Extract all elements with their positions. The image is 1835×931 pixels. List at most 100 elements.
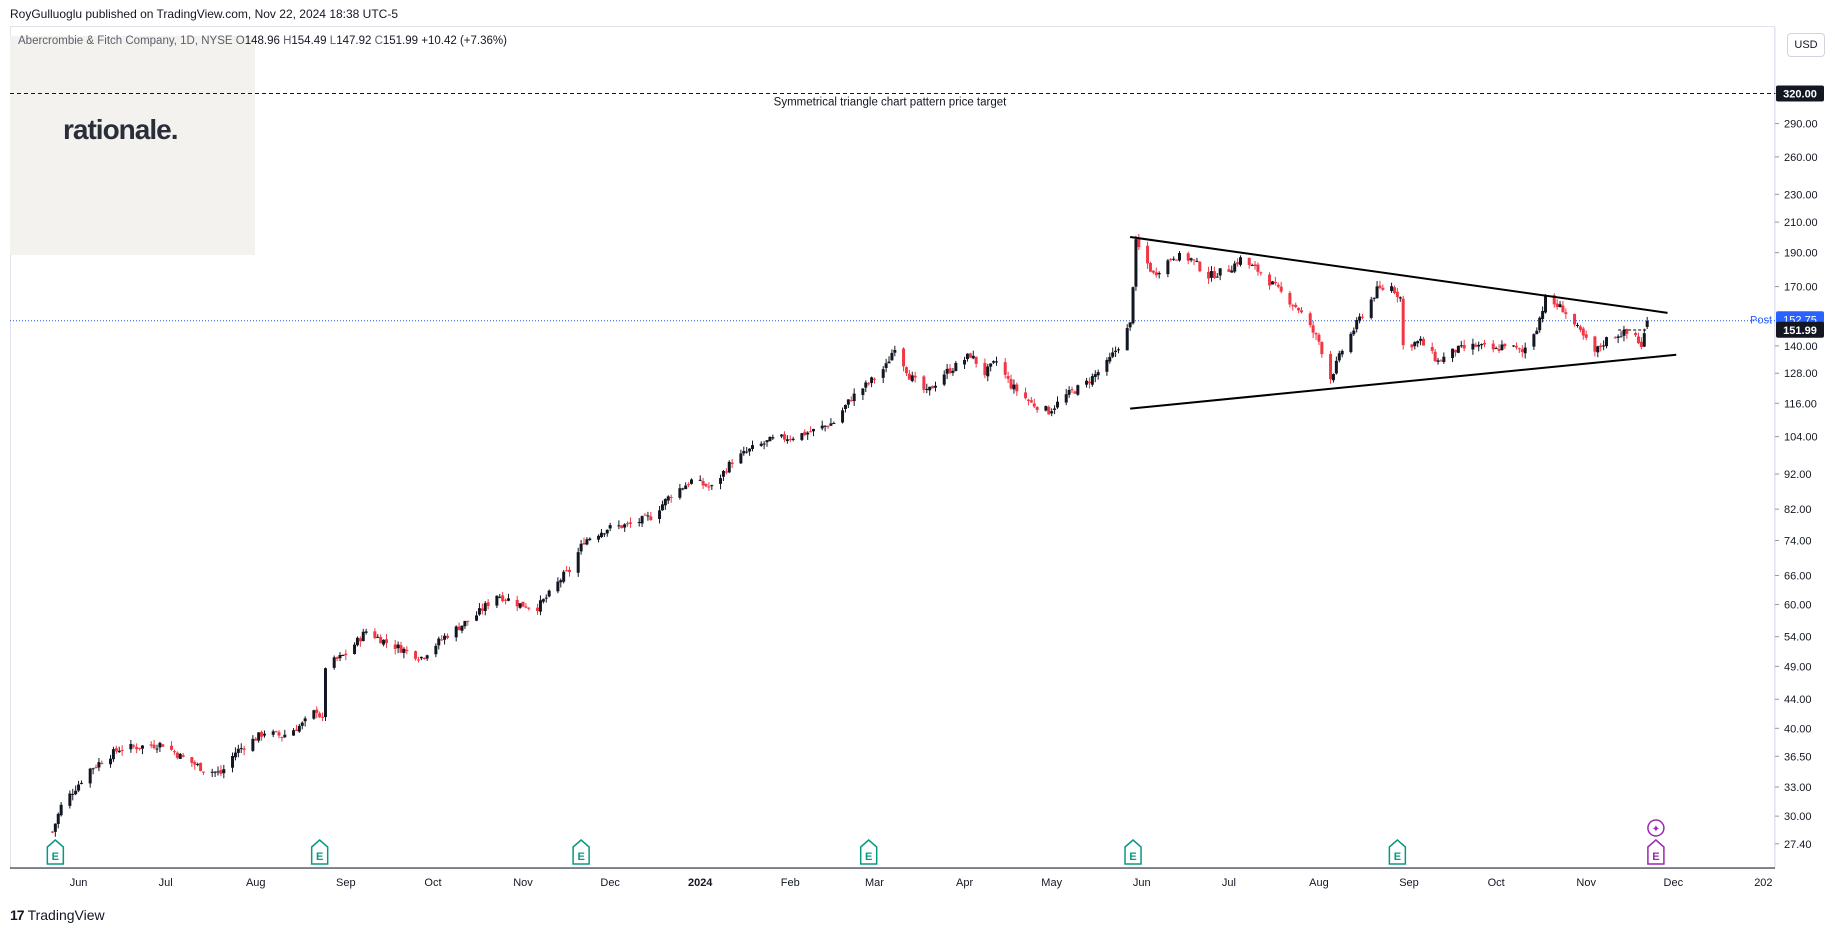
candle-body	[1015, 384, 1019, 392]
candle-body	[1645, 320, 1649, 327]
candle-body	[843, 404, 847, 410]
candle-body	[1186, 253, 1190, 261]
candle-body	[1268, 274, 1272, 286]
candle-body	[396, 644, 400, 649]
candle-body	[1573, 313, 1577, 325]
time-axis-label: Feb	[781, 877, 800, 889]
time-axis-label: Aug	[246, 877, 266, 889]
candle-body	[910, 375, 914, 382]
candle-body	[663, 499, 667, 506]
last-price-badge	[1776, 321, 1824, 338]
candle-body	[989, 363, 993, 367]
earnings-icon	[1124, 839, 1142, 865]
price-tick-label: 60.00	[1784, 600, 1812, 612]
candle-body	[262, 733, 266, 736]
candle-body	[986, 366, 990, 377]
candle-body	[669, 496, 673, 498]
candle-body	[689, 479, 693, 484]
candle-body	[1270, 281, 1274, 285]
time-axis-label: May	[1041, 877, 1062, 889]
candle-body	[1514, 345, 1518, 348]
candle-body	[323, 668, 327, 718]
candle-body	[440, 639, 444, 641]
candle-body	[861, 388, 865, 395]
candle-body	[382, 639, 386, 645]
candle-body	[1436, 360, 1440, 362]
candle-body	[1355, 319, 1359, 330]
candle-body	[1398, 297, 1402, 299]
candle-body	[1096, 372, 1100, 376]
candle-body	[954, 362, 958, 371]
candle-body	[1070, 389, 1074, 391]
candle-body	[190, 757, 194, 763]
candle-body	[1111, 352, 1115, 357]
candle-body	[687, 484, 691, 486]
candle-body	[1178, 253, 1182, 261]
candle-body	[1334, 360, 1338, 374]
candle-body	[602, 533, 606, 535]
candle-body	[74, 790, 78, 795]
candle-body	[849, 400, 853, 402]
time-axis-label: Sep	[336, 877, 356, 889]
candle-body	[823, 425, 827, 427]
candle-body	[1456, 345, 1460, 353]
candle-body	[762, 443, 766, 445]
candle-body	[231, 756, 235, 768]
upcoming-event-icon-glyph: ✦	[1652, 824, 1660, 835]
candle-body	[719, 478, 723, 484]
candle-body	[321, 716, 325, 718]
symbol-legend[interactable]: Abercrombie & Fitch Company, 1D, NYSE O1…	[18, 35, 507, 47]
candle-body	[303, 718, 307, 722]
candle-body	[965, 353, 969, 360]
candle-body	[292, 730, 296, 736]
candle-body	[1369, 299, 1373, 318]
ohlc-open-label: O	[235, 35, 245, 47]
candle-body	[1390, 286, 1394, 292]
candle-body	[443, 635, 447, 640]
candle-body	[1076, 385, 1080, 395]
currency-button[interactable]: USD	[1787, 33, 1825, 57]
price-tick-label: 74.00	[1784, 536, 1812, 548]
candle-body	[1474, 344, 1478, 347]
candle-body	[1279, 286, 1283, 292]
candle-body	[445, 635, 449, 638]
tradingview-logo-icon: 17	[10, 907, 25, 923]
candle-body	[1003, 362, 1007, 375]
candle-body	[1273, 281, 1277, 284]
candle-body	[1209, 271, 1213, 278]
candle-body	[315, 709, 319, 713]
candle-body	[1451, 348, 1455, 359]
candle-body	[658, 510, 662, 519]
candle-body	[1009, 379, 1013, 389]
candle-body	[1012, 384, 1016, 390]
candle-body	[361, 631, 365, 642]
candle-body	[791, 438, 795, 440]
candle-body	[1410, 344, 1414, 348]
candle-body	[765, 440, 769, 443]
candle-body	[117, 750, 121, 753]
candle-body	[1250, 265, 1254, 267]
candle-body	[1642, 333, 1646, 347]
candle-body	[1331, 374, 1335, 381]
earnings-marker-label: E	[1394, 851, 1401, 863]
candle-body	[135, 747, 139, 750]
price-tick-label: 40.00	[1784, 723, 1812, 735]
candle-body	[1192, 259, 1196, 261]
tradingview-brand[interactable]: 17 TradingView	[10, 907, 105, 923]
candle-body	[1044, 406, 1048, 411]
candle-body	[384, 639, 388, 643]
candle-body	[242, 748, 246, 750]
candle-body	[486, 602, 490, 606]
candle-body	[109, 758, 113, 765]
candle-body	[748, 448, 752, 452]
candle-body	[721, 470, 725, 477]
candle-body	[745, 451, 749, 453]
candle-body	[1593, 336, 1597, 352]
candle-body	[422, 658, 426, 660]
candle-body	[405, 649, 409, 651]
candle-body	[257, 732, 261, 741]
candle-body	[1032, 403, 1036, 407]
candle-body	[1616, 336, 1620, 338]
candle-body	[416, 659, 420, 661]
